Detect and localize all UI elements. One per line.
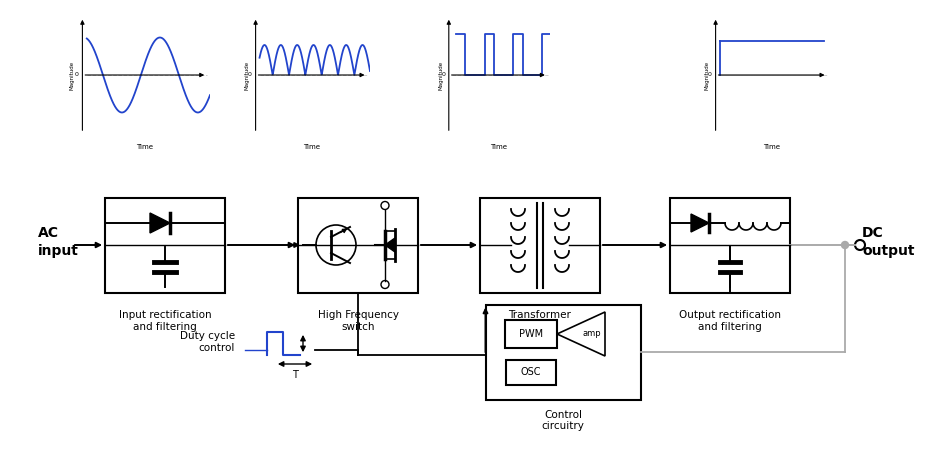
Bar (105, 198, 225, 293)
Text: T: T (292, 370, 298, 380)
Text: High Frequency
switch: High Frequency switch (317, 311, 398, 332)
Text: Control
circuitry: Control circuitry (542, 409, 584, 431)
Text: DC: DC (862, 226, 884, 240)
Polygon shape (557, 312, 605, 356)
Text: Time: Time (490, 144, 506, 151)
Text: Input rectification
and filtering: Input rectification and filtering (119, 311, 211, 332)
Text: Magnitude: Magnitude (69, 60, 75, 90)
Text: AC: AC (38, 226, 59, 240)
Text: output: output (862, 244, 915, 258)
Bar (298, 198, 418, 293)
Text: Time: Time (763, 144, 780, 151)
Circle shape (842, 241, 848, 248)
Bar (670, 198, 790, 293)
Text: Time: Time (303, 144, 320, 151)
Text: Output rectification
and filtering: Output rectification and filtering (679, 311, 781, 332)
Text: 0: 0 (248, 73, 252, 77)
Bar (506, 360, 556, 384)
Text: Magnitude: Magnitude (704, 60, 709, 90)
Text: 0: 0 (708, 73, 712, 77)
Polygon shape (385, 238, 395, 252)
Text: amp: amp (582, 330, 601, 339)
Bar (480, 198, 600, 293)
Text: Magnitude: Magnitude (438, 60, 444, 90)
Text: 0: 0 (442, 73, 446, 77)
Text: 0: 0 (74, 73, 78, 77)
Bar (505, 320, 557, 348)
Polygon shape (150, 213, 170, 233)
Bar (485, 304, 640, 399)
Text: Transformer: Transformer (508, 311, 572, 321)
Text: Time: Time (136, 144, 153, 151)
Text: OSC: OSC (521, 367, 541, 377)
Text: Duty cycle
control: Duty cycle control (180, 331, 235, 353)
Text: Magnitude: Magnitude (244, 60, 249, 90)
Text: input: input (38, 244, 79, 258)
Text: PWM: PWM (519, 329, 543, 339)
Polygon shape (691, 214, 709, 232)
